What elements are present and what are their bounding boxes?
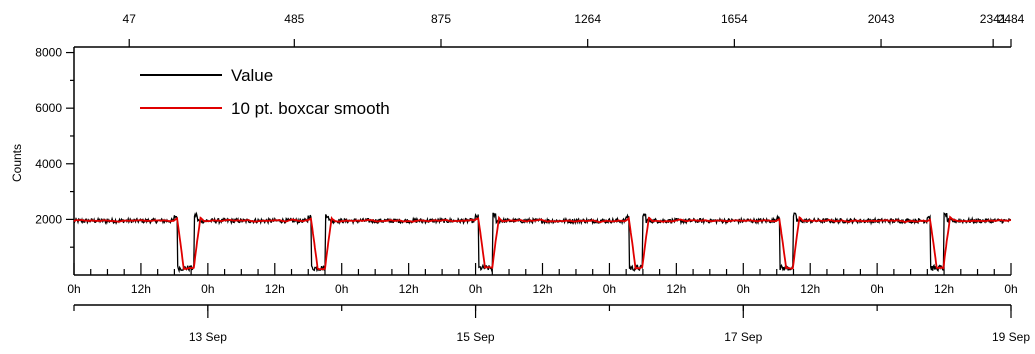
- y-tick-label-3: 8000: [35, 46, 62, 60]
- top-tick-label-2: 875: [431, 12, 451, 26]
- time-tick-label-9: 12h: [666, 282, 686, 296]
- time-ticks: 0h 12h 0h 12h 0h 12h 0h 12h 0h 12h 0h 12h 0h 12h 0h: [67, 263, 1018, 296]
- time-tick-label-12: 0h: [870, 282, 883, 296]
- time-tick-label-11: 12h: [800, 282, 820, 296]
- date-tick-label-1: 15 Sep: [457, 330, 495, 344]
- time-tick-label-10: 0h: [737, 282, 750, 296]
- y-tick-label-0: 2000: [35, 212, 62, 226]
- top-tick-label-1: 485: [284, 12, 304, 26]
- time-tick-label-5: 12h: [399, 282, 419, 296]
- date-tick-label-0: 13 Sep: [189, 330, 227, 344]
- time-tick-label-2: 0h: [201, 282, 214, 296]
- time-tick-label-7: 12h: [532, 282, 552, 296]
- time-tick-label-0: 0h: [67, 282, 80, 296]
- legend: Value 10 pt. boxcar smooth: [140, 66, 390, 118]
- y-axis-label: Counts: [10, 144, 24, 182]
- top-tick-label-4: 1654: [721, 12, 748, 26]
- top-tick-label-0: 47: [123, 12, 137, 26]
- time-tick-label-14: 0h: [1004, 282, 1017, 296]
- y-ticks: 2000 4000 6000 8000: [35, 46, 74, 248]
- time-tick-label-1: 12h: [131, 282, 151, 296]
- top-tick-label-3: 1264: [574, 12, 601, 26]
- date-tick-label-3: 19 Sep: [992, 330, 1030, 344]
- time-tick-label-6: 0h: [469, 282, 482, 296]
- top-tick-label-5: 2043: [868, 12, 895, 26]
- date-tick-label-2: 17 Sep: [724, 330, 762, 344]
- y-tick-label-1: 4000: [35, 157, 62, 171]
- series-smooth-line: [73, 215, 1011, 271]
- time-tick-label-4: 0h: [335, 282, 348, 296]
- time-tick-label-8: 0h: [603, 282, 616, 296]
- top-tick-label-7: 2484: [998, 12, 1025, 26]
- time-tick-label-3: 12h: [265, 282, 285, 296]
- date-ticks: 13 Sep 15 Sep 17 Sep 19 Sep: [73, 305, 1030, 344]
- time-tick-label-13: 12h: [934, 282, 954, 296]
- legend-label-value: Value: [231, 66, 273, 85]
- top-tick-label-6: 2341: [980, 12, 1007, 26]
- legend-label-smooth: 10 pt. boxcar smooth: [231, 99, 390, 118]
- y-tick-label-2: 6000: [35, 101, 62, 115]
